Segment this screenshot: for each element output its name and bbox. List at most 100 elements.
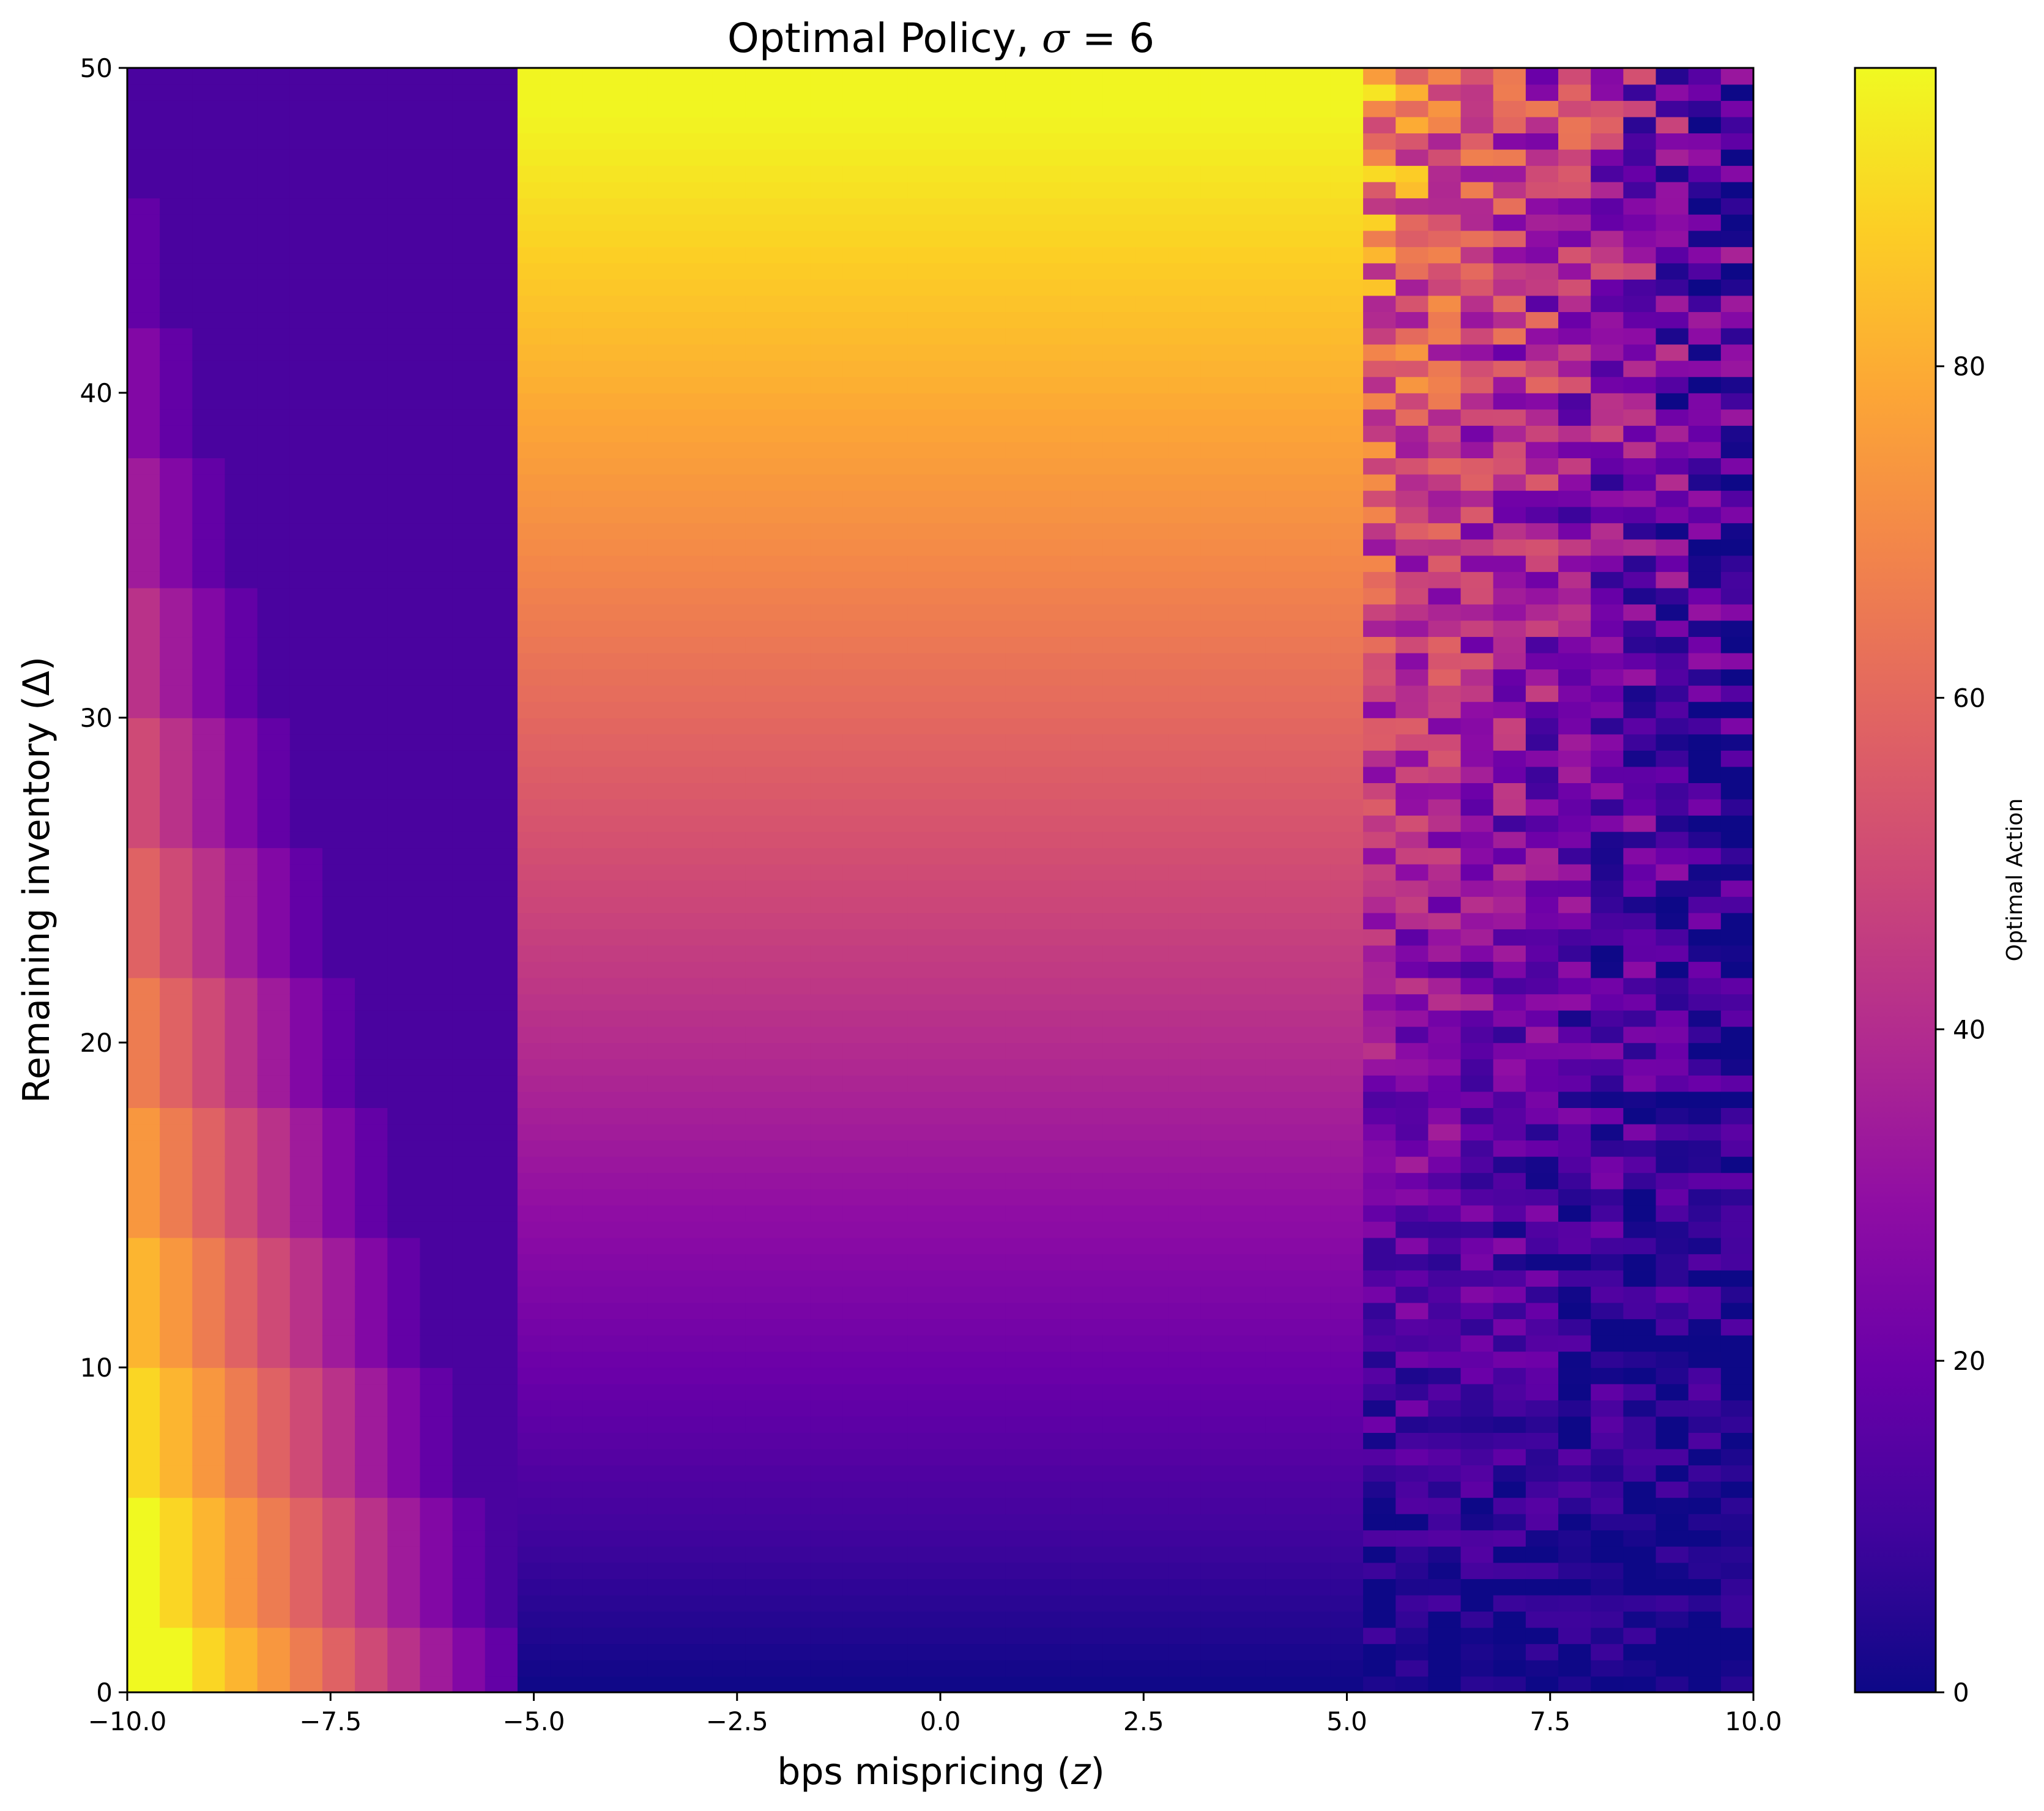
- heatmap-cell: [127, 279, 160, 296]
- heatmap-cell: [1168, 1351, 1201, 1367]
- heatmap-cell: [1656, 994, 1689, 1010]
- heatmap-cell: [973, 1367, 1006, 1384]
- heatmap-cell: [875, 978, 909, 994]
- heatmap-cell: [1071, 1172, 1104, 1189]
- heatmap-cell: [1298, 1156, 1331, 1173]
- heatmap-cell: [1558, 247, 1591, 263]
- heatmap-cell: [973, 1205, 1006, 1222]
- heatmap-cell: [940, 701, 973, 718]
- heatmap-cell: [1721, 1238, 1754, 1254]
- heatmap-cell: [875, 328, 909, 344]
- heatmap-cell: [908, 279, 941, 296]
- heatmap-cell: [1266, 1676, 1299, 1692]
- heatmap-cell: [355, 1660, 388, 1676]
- heatmap-cell: [387, 84, 420, 101]
- heatmap-cell: [1623, 896, 1656, 913]
- heatmap-cell: [875, 636, 909, 653]
- heatmap-cell: [1266, 556, 1299, 572]
- heatmap-cell: [127, 1238, 160, 1254]
- heatmap-cell: [355, 1351, 388, 1367]
- heatmap-cell: [713, 978, 746, 994]
- heatmap-cell: [940, 767, 973, 783]
- heatmap-cell: [1363, 880, 1396, 897]
- heatmap-cell: [453, 1318, 486, 1335]
- heatmap-cell: [745, 1254, 778, 1270]
- heatmap-cell: [1721, 750, 1754, 767]
- heatmap-cell: [1623, 247, 1656, 263]
- heatmap-cell: [1623, 669, 1656, 685]
- heatmap-cell: [1005, 571, 1038, 588]
- heatmap-cell: [778, 198, 811, 214]
- heatmap-cell: [1071, 522, 1104, 539]
- heatmap-cell: [582, 1643, 615, 1660]
- heatmap-cell: [680, 296, 713, 312]
- heatmap-cell: [1363, 1286, 1396, 1303]
- heatmap-cell: [745, 214, 778, 231]
- heatmap-cell: [485, 945, 518, 962]
- heatmap-cell: [1005, 1238, 1038, 1254]
- heatmap-cell: [582, 831, 615, 848]
- heatmap-cell: [290, 1579, 323, 1595]
- heatmap-cell: [778, 701, 811, 718]
- heatmap-cell: [908, 1205, 941, 1222]
- heatmap-cell: [258, 556, 291, 572]
- heatmap-cell: [518, 913, 551, 929]
- heatmap-cell: [1558, 669, 1591, 685]
- heatmap-cell: [1038, 490, 1071, 507]
- heatmap-cell: [810, 198, 843, 214]
- heatmap-cell: [1071, 1221, 1104, 1238]
- heatmap-cell: [1395, 1563, 1429, 1579]
- heatmap-cell: [485, 458, 518, 474]
- heatmap-cell: [1363, 799, 1396, 816]
- heatmap-cell: [1135, 1010, 1169, 1027]
- heatmap-cell: [420, 539, 453, 556]
- heatmap-cell: [160, 182, 193, 198]
- heatmap-cell: [1558, 311, 1591, 328]
- heatmap-cell: [745, 896, 778, 913]
- heatmap-cell: [940, 1107, 973, 1124]
- heatmap-cell: [1461, 133, 1494, 149]
- heatmap-cell: [1461, 1611, 1494, 1627]
- heatmap-cell: [485, 198, 518, 214]
- heatmap-cell: [1461, 896, 1494, 913]
- heatmap-cell: [1558, 539, 1591, 556]
- heatmap-cell: [1461, 1075, 1494, 1091]
- heatmap-cell: [1331, 1026, 1364, 1043]
- heatmap-cell: [940, 669, 973, 685]
- heatmap-cell: [387, 393, 420, 409]
- heatmap-cell: [387, 588, 420, 604]
- heatmap-cell: [1428, 1059, 1461, 1076]
- heatmap-cell: [1038, 1400, 1071, 1416]
- heatmap-cell: [290, 1497, 323, 1514]
- heatmap-cell: [1331, 847, 1364, 864]
- heatmap-cell: [160, 1189, 193, 1205]
- heatmap-cell: [192, 1124, 225, 1140]
- heatmap-cell: [518, 247, 551, 263]
- heatmap-cell: [713, 1400, 746, 1416]
- heatmap-cell: [1689, 214, 1722, 231]
- heatmap-cell: [1071, 994, 1104, 1010]
- heatmap-cell: [1461, 1205, 1494, 1222]
- heatmap-cell: [1038, 1238, 1071, 1254]
- heatmap-cell: [778, 1205, 811, 1222]
- heatmap-cell: [1461, 945, 1494, 962]
- heatmap-cell: [192, 1107, 225, 1124]
- heatmap-cell: [290, 149, 323, 166]
- heatmap-cell: [485, 1416, 518, 1433]
- heatmap-cell: [875, 669, 909, 685]
- heatmap-cell: [485, 1643, 518, 1660]
- heatmap-cell: [713, 1481, 746, 1498]
- heatmap-cell: [453, 1156, 486, 1173]
- heatmap-cell: [1168, 1205, 1201, 1222]
- heatmap-cell: [550, 474, 583, 491]
- heatmap-cell: [680, 994, 713, 1010]
- heatmap-cell: [1428, 1270, 1461, 1287]
- heatmap-cell: [387, 1043, 420, 1059]
- heatmap-cell: [1331, 1010, 1364, 1027]
- heatmap-cell: [387, 864, 420, 880]
- heatmap-cell: [518, 1416, 551, 1433]
- heatmap-cell: [843, 929, 876, 945]
- heatmap-cell: [875, 1497, 909, 1514]
- heatmap-cell: [485, 799, 518, 816]
- heatmap-cell: [1461, 1140, 1494, 1156]
